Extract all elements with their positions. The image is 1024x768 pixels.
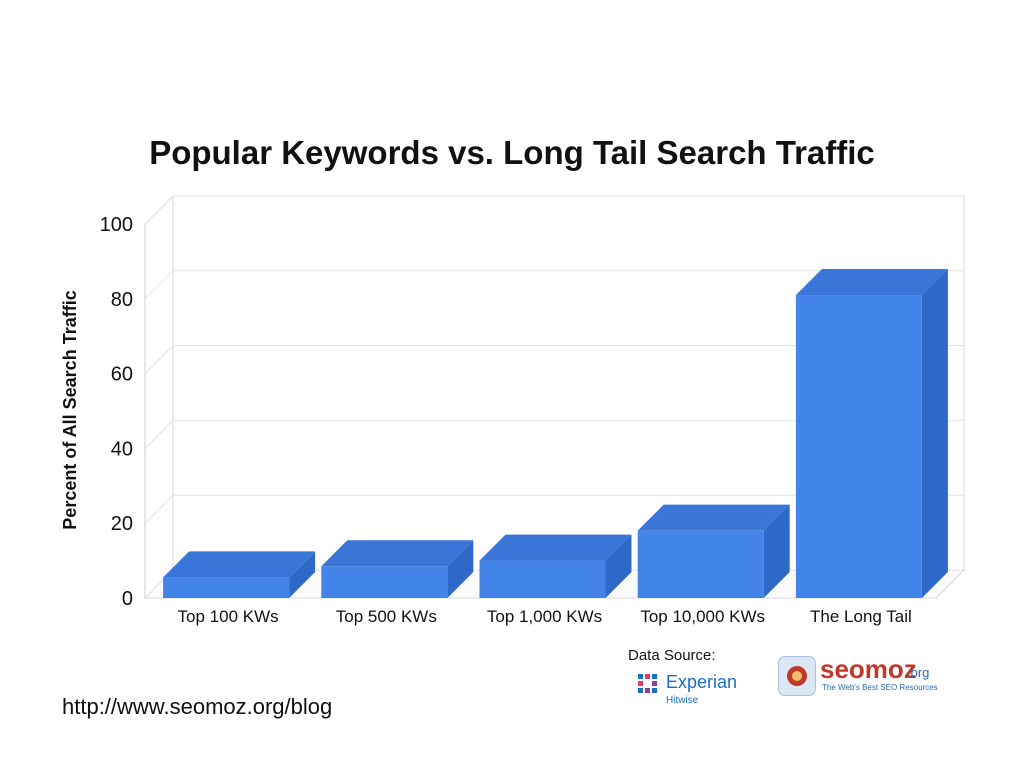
bar: [795, 269, 948, 598]
y-tick-label: 40: [111, 438, 133, 460]
x-tick-label: Top 10,000 KWs: [640, 607, 765, 626]
x-tick-label: Top 100 KWs: [178, 607, 279, 626]
axis-layer: 0 20 40 60 80 100 Top 100 KWs Top 500 KWs Top 1,…: [100, 214, 912, 626]
bar-front: [321, 566, 448, 598]
bar-layer: [163, 269, 948, 598]
gridline-side: [144, 195, 174, 225]
y-tick-label: 20: [111, 513, 133, 535]
bar-side: [447, 540, 474, 598]
bar-top: [637, 504, 790, 531]
x-tick-label: Top 500 KWs: [336, 607, 437, 626]
y-tick-label: 100: [100, 214, 133, 236]
y-tick-label: 80: [111, 289, 133, 311]
bar-top: [795, 269, 948, 296]
bar-side: [763, 504, 790, 598]
bar-side: [605, 534, 632, 598]
bar-top: [163, 551, 316, 578]
bar-front: [637, 530, 764, 598]
gridline-side: [144, 420, 174, 449]
bar-front: [795, 295, 922, 598]
seomoz-badge-icon: [778, 656, 816, 696]
bar-side: [289, 551, 316, 598]
gridline-side: [144, 345, 174, 374]
bar: [479, 534, 632, 598]
seomoz-tagline: The Web's Best SEO Resources: [822, 683, 938, 692]
y-tick-label: 60: [111, 364, 133, 386]
bar: [637, 504, 790, 598]
experian-dots-icon: [638, 674, 657, 693]
star-icon: [787, 666, 807, 686]
bar: [163, 551, 316, 598]
footer-url[interactable]: http://www.seomoz.org/blog: [62, 694, 333, 719]
x-tick-label: The Long Tail: [810, 607, 912, 626]
seomoz-tld: .org: [907, 665, 930, 680]
chart-title: Popular Keywords vs. Long Tail Search Tr…: [149, 134, 875, 171]
bar-top: [479, 534, 632, 561]
x-tick-label: Top 1,000 KWs: [487, 607, 602, 626]
gridline-side: [144, 270, 174, 300]
y-axis-label: Percent of All Search Traffic: [60, 290, 80, 529]
experian-sub: Hitwise: [666, 695, 699, 706]
y-tick-label: 0: [122, 588, 133, 610]
bar-front: [479, 560, 606, 598]
bar-front: [163, 577, 290, 598]
experian-name: Experian: [666, 672, 738, 692]
data-source-label: Data Source:: [628, 647, 716, 664]
gridline-side: [144, 494, 174, 524]
bar-side: [921, 269, 948, 598]
seomoz-name: seomoz: [820, 654, 917, 684]
bar-top: [321, 540, 474, 567]
seomoz-logo: seomoz .org The Web's Best SEO Resources: [778, 654, 960, 698]
bar: [321, 540, 474, 598]
